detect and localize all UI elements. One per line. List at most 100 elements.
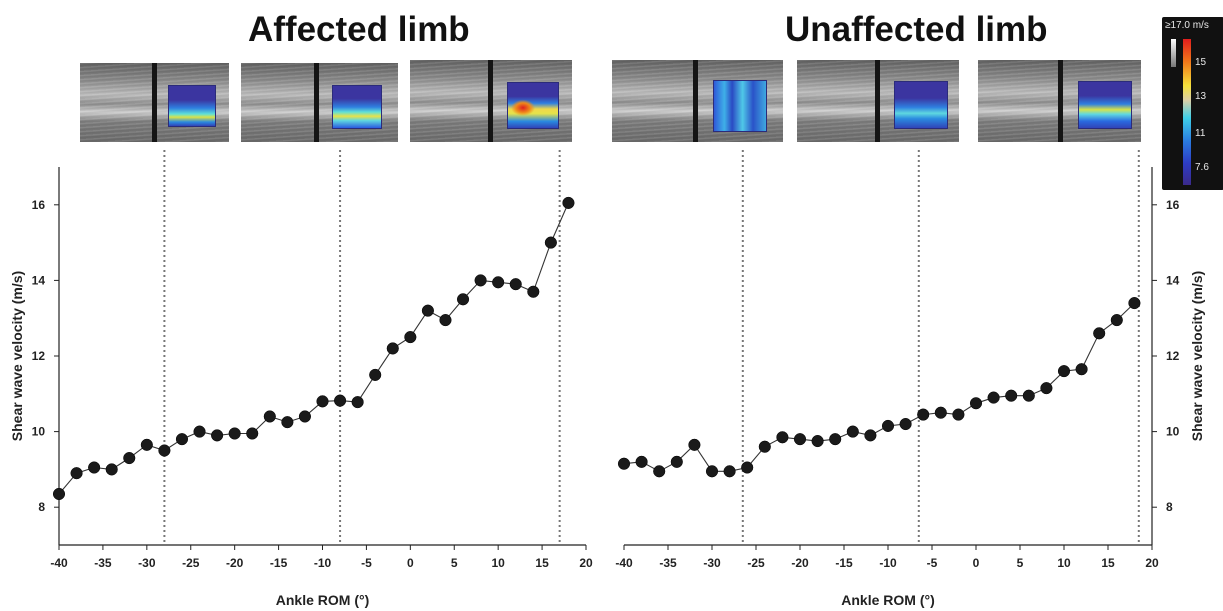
- data-point: [987, 391, 1000, 404]
- shear-wave-roi: [1078, 81, 1132, 129]
- x-tick-label: -40: [50, 556, 68, 570]
- series-line: [623, 302, 1135, 472]
- ultrasound-image-affected-1: [80, 63, 229, 142]
- x-tick-label: 20: [1145, 556, 1159, 570]
- data-point: [298, 410, 311, 423]
- y-tick-label: 8: [1166, 500, 1173, 514]
- data-point: [829, 433, 842, 446]
- data-point: [228, 427, 241, 440]
- data-point: [653, 465, 666, 478]
- color-scale-title: ≥17.0 m/s: [1165, 20, 1209, 31]
- x-tick-label: 20: [579, 556, 593, 570]
- chart-title-unaffected: Unaffected limb: [785, 10, 1048, 49]
- y-tick-label: 10: [32, 425, 46, 439]
- data-point: [864, 429, 877, 442]
- x-tick-label: -35: [659, 556, 677, 570]
- data-point: [88, 461, 101, 474]
- shear-wave-roi: [894, 81, 948, 129]
- data-point: [70, 467, 83, 480]
- data-point: [846, 425, 859, 438]
- data-point: [474, 274, 487, 287]
- data-point: [670, 455, 683, 468]
- data-point: [1128, 297, 1141, 310]
- data-point: [952, 408, 965, 421]
- ultrasound-image-unaffected-1: [612, 60, 783, 142]
- data-point: [527, 285, 540, 298]
- data-point: [492, 276, 505, 289]
- data-point: [969, 397, 983, 410]
- data-point: [899, 417, 912, 431]
- x-tick-label: -10: [314, 556, 332, 570]
- velocity-color-scale: ≥17.0 m/s 15 13 11 7.6: [1162, 17, 1223, 190]
- data-point: [1110, 314, 1123, 327]
- x-tick-label: 5: [451, 556, 458, 570]
- series-line: [58, 202, 569, 495]
- y-tick-label: 14: [32, 273, 46, 287]
- data-point: [1093, 327, 1106, 340]
- x-tick-label: 0: [407, 556, 414, 570]
- data-point: [439, 314, 452, 327]
- y-tick-label: 14: [1166, 273, 1180, 287]
- x-tick-label: -35: [94, 556, 112, 570]
- x-axis-label: Ankle ROM (°): [276, 592, 370, 608]
- y-axis-label: Shear wave velocity (m/s): [1189, 271, 1205, 441]
- x-tick-label: 15: [1101, 556, 1115, 570]
- data-point: [246, 427, 259, 440]
- data-point: [316, 395, 329, 408]
- x-tick-label: -20: [791, 556, 809, 570]
- y-tick-label: 12: [1166, 349, 1180, 363]
- ultrasound-image-unaffected-2: [797, 60, 959, 142]
- x-tick-label: -15: [270, 556, 288, 570]
- shear-wave-roi: [713, 80, 767, 132]
- data-point: [635, 455, 648, 468]
- data-point: [404, 331, 417, 344]
- color-scale-tick: 15: [1195, 57, 1207, 68]
- x-tick-label: -30: [138, 556, 156, 570]
- color-scale-tick: 11: [1195, 128, 1206, 139]
- ultrasound-image-affected-2: [241, 63, 398, 142]
- data-point: [140, 438, 153, 451]
- data-point: [509, 278, 522, 291]
- data-point: [688, 438, 701, 451]
- data-point: [123, 452, 136, 465]
- grayscale-bar: [1171, 39, 1176, 67]
- data-point: [758, 440, 771, 453]
- data-point: [1075, 363, 1088, 376]
- data-point: [705, 465, 719, 478]
- color-scale-tick: 7.6: [1195, 162, 1209, 173]
- data-point: [421, 304, 434, 317]
- ultrasound-image-affected-3: [410, 60, 572, 142]
- x-tick-label: 15: [535, 556, 549, 570]
- x-tick-label: -5: [927, 556, 938, 570]
- shear-wave-roi: [332, 85, 382, 129]
- data-point: [105, 463, 118, 476]
- y-tick-label: 16: [32, 198, 46, 212]
- data-point: [456, 293, 470, 306]
- data-point: [1022, 389, 1035, 402]
- data-point: [351, 396, 364, 409]
- data-point: [811, 435, 824, 448]
- data-point: [544, 236, 557, 249]
- shear-wave-roi: [507, 82, 559, 129]
- x-tick-label: -40: [615, 556, 633, 570]
- data-point: [211, 429, 224, 442]
- data-point: [934, 406, 947, 419]
- y-axis-label: Shear wave velocity (m/s): [9, 271, 25, 441]
- y-tick-label: 10: [1166, 425, 1180, 439]
- data-point: [881, 419, 895, 432]
- x-tick-label: -25: [182, 556, 200, 570]
- x-tick-label: -20: [226, 556, 244, 570]
- data-point: [193, 425, 206, 438]
- y-tick-label: 8: [38, 500, 45, 514]
- data-point: [52, 487, 66, 501]
- y-tick-label: 12: [32, 349, 46, 363]
- x-tick-label: -30: [703, 556, 721, 570]
- data-point: [386, 342, 399, 355]
- x-tick-label: 5: [1017, 556, 1024, 570]
- x-tick-label: -25: [747, 556, 765, 570]
- data-point: [158, 444, 171, 457]
- color-gradient-bar: [1183, 39, 1191, 185]
- data-point: [741, 461, 754, 474]
- data-point: [1057, 365, 1071, 378]
